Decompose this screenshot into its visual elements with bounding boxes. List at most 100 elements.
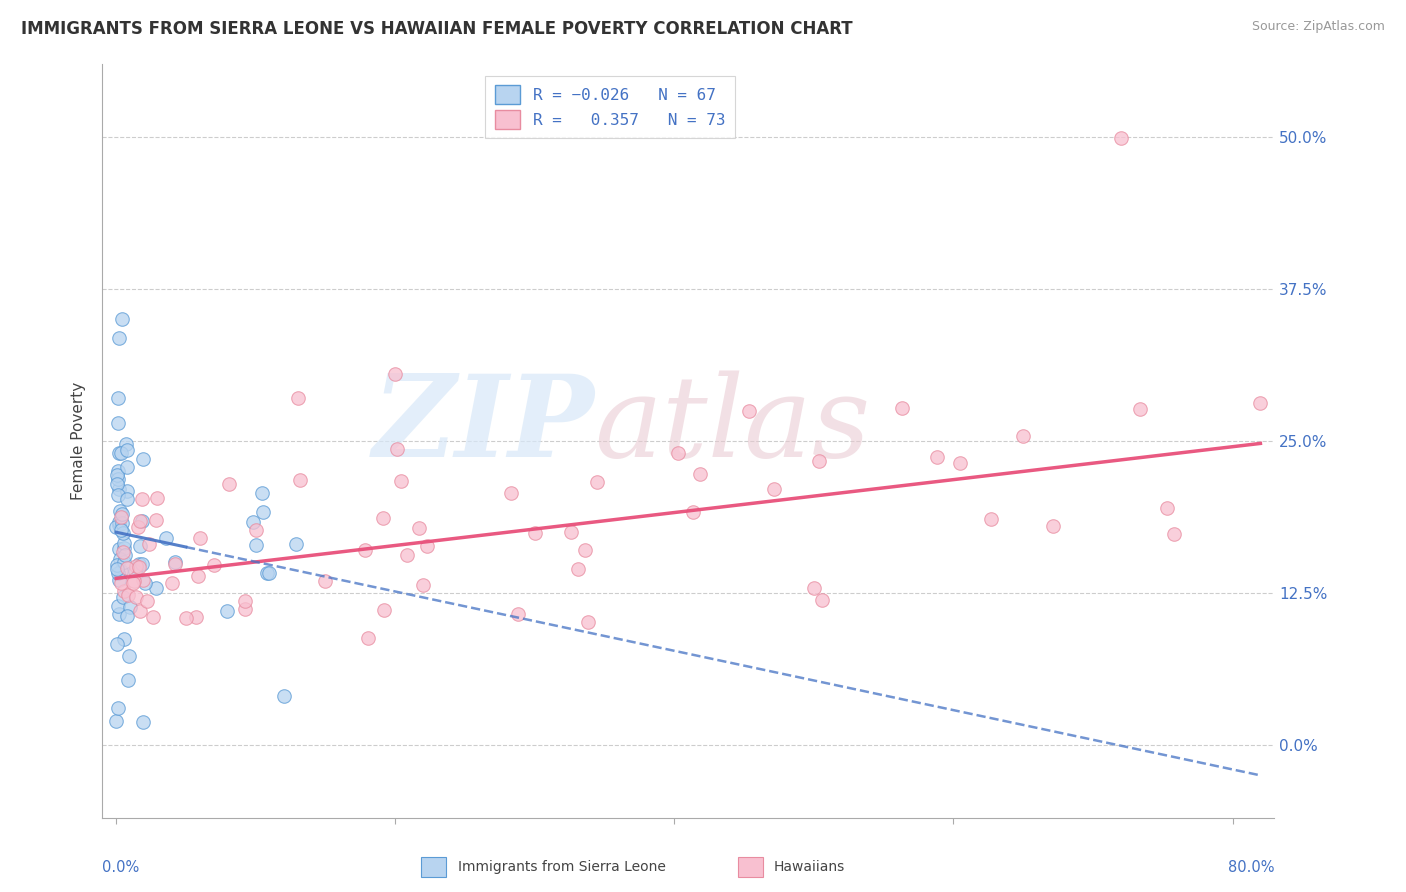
Point xyxy=(567,562,589,576)
Point xyxy=(273,690,295,704)
Point xyxy=(242,515,264,529)
Point xyxy=(174,610,197,624)
Point xyxy=(925,450,948,464)
Point xyxy=(108,551,131,566)
Point xyxy=(252,505,274,519)
Point xyxy=(107,542,129,557)
Point xyxy=(118,649,141,664)
Point xyxy=(105,637,128,651)
Point xyxy=(288,473,311,487)
Point xyxy=(108,573,131,587)
Point xyxy=(118,600,141,615)
Point xyxy=(506,607,529,621)
Text: ZIP: ZIP xyxy=(373,370,595,482)
Point xyxy=(160,575,183,590)
Point xyxy=(117,588,139,602)
Point xyxy=(110,509,132,524)
Point xyxy=(252,486,274,500)
Point xyxy=(127,520,149,534)
Point xyxy=(112,541,135,556)
Point xyxy=(762,482,785,496)
Point xyxy=(501,486,523,500)
Point xyxy=(115,492,138,507)
Point xyxy=(112,632,135,647)
Text: Hawaiians: Hawaiians xyxy=(775,860,845,874)
Point xyxy=(107,472,129,486)
Point xyxy=(314,574,336,588)
Point xyxy=(1109,131,1132,145)
Point xyxy=(408,521,430,535)
Point xyxy=(257,566,280,580)
Point xyxy=(576,615,599,629)
Point xyxy=(124,559,146,574)
Point xyxy=(187,568,209,582)
Text: 0.0%: 0.0% xyxy=(103,860,139,874)
Point xyxy=(145,513,167,527)
Point xyxy=(111,590,134,604)
Point xyxy=(949,456,972,470)
Point xyxy=(666,446,689,460)
Point xyxy=(114,437,136,451)
Point xyxy=(131,514,153,528)
Point xyxy=(114,549,136,563)
Point xyxy=(412,577,434,591)
Point xyxy=(111,516,134,531)
Point xyxy=(111,545,134,559)
Point xyxy=(131,492,153,507)
Point xyxy=(131,573,153,587)
Point xyxy=(371,511,394,525)
Point xyxy=(124,591,146,605)
Point xyxy=(586,475,609,489)
Point xyxy=(108,446,131,460)
Point xyxy=(560,524,582,539)
Point xyxy=(1042,519,1064,533)
Point xyxy=(738,404,761,418)
Point xyxy=(233,602,256,616)
Point xyxy=(890,401,912,416)
Point xyxy=(202,558,225,573)
Point xyxy=(111,311,134,326)
Text: Source: ZipAtlas.com: Source: ZipAtlas.com xyxy=(1251,20,1385,33)
Text: Immigrants from Sierra Leone: Immigrants from Sierra Leone xyxy=(458,860,665,874)
Point xyxy=(111,525,134,540)
Point xyxy=(163,557,186,571)
Point xyxy=(107,464,129,478)
Point xyxy=(287,392,309,406)
Point xyxy=(107,607,129,621)
Point xyxy=(135,594,157,608)
Point xyxy=(245,523,267,537)
Point xyxy=(415,539,437,553)
Point xyxy=(112,536,135,550)
Point xyxy=(1129,402,1152,417)
Point xyxy=(163,555,186,569)
Point xyxy=(1163,527,1185,541)
Point xyxy=(217,604,239,618)
Point xyxy=(107,566,129,580)
Point xyxy=(107,467,129,482)
Point xyxy=(574,542,596,557)
Point xyxy=(124,564,146,578)
Point xyxy=(357,631,380,645)
Point xyxy=(112,554,135,568)
Point xyxy=(142,609,165,624)
Point xyxy=(115,484,138,499)
Point xyxy=(122,574,145,588)
Point xyxy=(146,491,169,506)
Point xyxy=(1249,396,1271,410)
Point xyxy=(105,562,128,576)
Point xyxy=(112,584,135,599)
Point xyxy=(107,416,129,430)
Point xyxy=(384,367,406,381)
Point xyxy=(811,593,834,607)
Text: 80.0%: 80.0% xyxy=(1227,860,1274,874)
Y-axis label: Female Poverty: Female Poverty xyxy=(72,382,86,500)
Point xyxy=(115,459,138,474)
Point xyxy=(245,538,267,552)
Point xyxy=(188,531,211,545)
Point xyxy=(218,476,240,491)
Point xyxy=(385,442,408,456)
Point xyxy=(373,603,395,617)
Point xyxy=(107,701,129,715)
Point xyxy=(107,487,129,501)
Point xyxy=(396,548,419,562)
